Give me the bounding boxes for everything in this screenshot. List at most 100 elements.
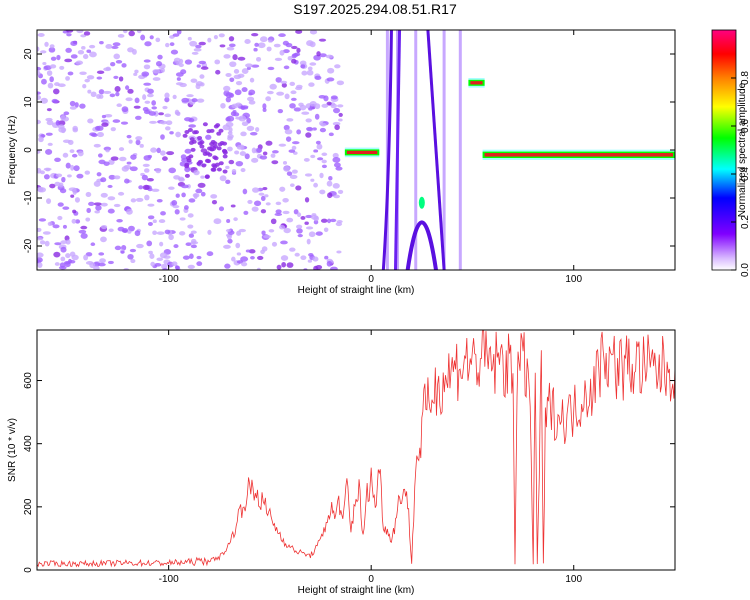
noise-dot [159, 150, 166, 156]
snr-xtick-label: -100 [159, 574, 179, 585]
noise-dot [121, 106, 129, 113]
noise-dot [266, 46, 272, 52]
noise-dot [265, 140, 273, 146]
noise-dot [296, 228, 303, 234]
noise-dot [164, 113, 172, 118]
noise-dot [332, 156, 341, 163]
noise-dot [195, 188, 203, 194]
noise-dot [152, 69, 161, 74]
noise-cluster-dot [216, 131, 222, 136]
noise-dot [307, 259, 313, 263]
noise-dot [43, 65, 52, 71]
noise-dot [211, 200, 218, 205]
noise-dot [54, 242, 62, 246]
noise-dot [305, 132, 312, 138]
noise-dot [295, 30, 303, 34]
noise-dot [114, 86, 121, 93]
noise-dot [174, 209, 180, 215]
noise-dot [173, 244, 179, 249]
noise-dot [79, 71, 87, 75]
noise-dot [327, 218, 332, 224]
noise-dot [37, 95, 42, 101]
noise-dot [112, 42, 121, 47]
noise-dot [306, 126, 313, 131]
noise-dot [270, 153, 276, 158]
noise-dot [72, 125, 78, 131]
noise-dot [236, 252, 242, 256]
noise-dot [272, 150, 279, 154]
noise-cluster-dot [206, 159, 212, 164]
noise-dot [43, 174, 50, 180]
noise-dot [135, 115, 142, 120]
noise-dot [333, 194, 340, 199]
noise-dot [237, 56, 246, 61]
noise-dot [80, 225, 88, 230]
noise-dot [107, 260, 114, 265]
noise-dot [280, 80, 288, 84]
noise-cluster-dot [210, 167, 216, 172]
noise-dot [187, 264, 195, 270]
noise-dot [46, 120, 54, 126]
noise-dot [337, 104, 344, 108]
noise-dot [268, 229, 275, 233]
noise-dot [157, 54, 163, 60]
noise-cluster-dot [216, 167, 222, 172]
noise-dot [283, 65, 290, 70]
noise-dot [108, 159, 115, 165]
noise-dot [175, 82, 184, 86]
noise-dot [301, 70, 308, 76]
noise-dot [289, 81, 296, 87]
noise-dot [256, 267, 261, 270]
noise-dot [270, 218, 277, 225]
noise-dot [151, 100, 157, 106]
noise-dot [110, 127, 116, 132]
noise-dot [81, 46, 86, 50]
noise-dot [113, 175, 121, 180]
noise-dot [241, 87, 248, 93]
noise-dot [176, 77, 181, 81]
noise-dot [165, 126, 171, 131]
noise-dot [70, 164, 75, 171]
noise-dot [286, 217, 294, 223]
noise-dot [333, 162, 341, 168]
noise-dot [142, 184, 150, 190]
noise-dot [175, 131, 181, 138]
noise-dot [320, 218, 328, 223]
noise-dot [188, 118, 195, 123]
noise-dot [171, 200, 178, 206]
noise-dot [113, 53, 121, 60]
noise-dot [135, 136, 143, 141]
noise-dot [299, 104, 307, 111]
noise-dot [44, 41, 49, 47]
noise-dot [319, 127, 327, 133]
noise-cluster-dot [184, 173, 190, 178]
noise-dot [196, 255, 202, 260]
noise-dot [306, 69, 314, 76]
noise-dot [291, 169, 298, 174]
noise-dot [314, 75, 322, 80]
noise-dot [187, 224, 194, 229]
snr-ytick-label: 200 [23, 498, 34, 515]
noise-dot [275, 77, 282, 83]
noise-dot [107, 184, 113, 188]
noise-dot [66, 33, 72, 37]
noise-dot [274, 57, 283, 62]
noise-dot [128, 139, 133, 144]
noise-dot [181, 192, 186, 198]
noise-dot [61, 176, 66, 183]
noise-dot [86, 75, 95, 80]
noise-dot [146, 177, 154, 182]
noise-dot [144, 194, 150, 201]
noise-dot [37, 150, 41, 154]
arc-line [393, 30, 402, 270]
noise-dot [75, 60, 84, 65]
noise-dot [50, 56, 57, 61]
noise-dot [284, 129, 293, 135]
noise-dot [134, 230, 141, 237]
noise-dot [220, 102, 226, 109]
noise-dot [187, 36, 192, 41]
noise-dot [190, 244, 197, 249]
noise-dot [271, 241, 278, 247]
noise-dot [264, 194, 269, 198]
